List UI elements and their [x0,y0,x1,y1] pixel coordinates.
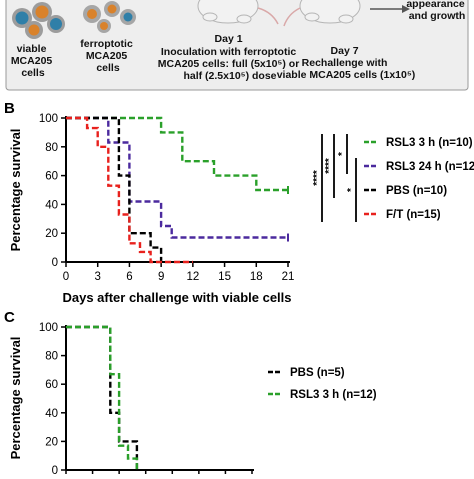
panel-c-series [66,325,139,470]
significance-label: * [346,188,357,192]
panel-c: C Percentage survival 0 20 40 60 80 100 PBS (… [4,309,377,477]
scheme-label-viable: viable MCA205 cells [11,43,55,79]
panel-b-y-title: Percentage survival [8,129,23,252]
legend-label: F/T (n=15) [386,209,441,221]
panel-a-scheme: viable MCA205 cells ferroptotic MCA205 c… [5,0,469,91]
legend-label: RSL3 3 h (n=10) [386,137,473,149]
scheme-label-ferroptotic: ferroptotic MCA205 cells [80,38,135,74]
panel-b-legend: RSL3 3 h (n=10) RSL3 24 h (n=12) PBS (n=10… [364,137,474,221]
scheme-background [5,0,469,91]
y-tick-label: 20 [45,228,58,240]
panel-b-axes: 0 20 40 60 80 100 0 3 6 9 12 15 18 21 [39,113,295,283]
panel-c-letter: C [4,309,15,326]
y-tick-label: 0 [52,257,58,269]
x-tick-label: 6 [126,271,132,283]
y-tick-label: 0 [52,465,58,474]
survival-curve-pbs [66,325,139,470]
y-tick-label: 80 [45,351,58,363]
y-tick-label: 40 [45,199,58,211]
x-tick-label: 12 [186,271,199,283]
mouse-icon [197,0,279,25]
mouse-icon [283,0,361,27]
x-tick-label: 18 [250,271,263,283]
survival-curve-rsl3-24h [66,116,288,239]
scheme-label-day1: Day 1 Inoculation with ferroptotic MCA20… [158,33,302,82]
y-tick-label: 100 [39,322,58,334]
survival-curve-ft [66,116,193,264]
panel-b: B Percentage survival Days after challen… [4,100,474,305]
y-tick-label: 40 [45,408,58,420]
x-tick-label: 21 [282,271,295,283]
y-tick-label: 60 [45,379,58,391]
panel-c-axes: 0 20 40 60 80 100 [39,322,254,477]
panel-c-y-title: Percentage survival [8,337,23,460]
x-tick-label: 9 [158,271,164,283]
survival-curve-rsl3-3h [66,116,288,192]
y-tick-label: 80 [45,142,58,154]
panel-b-series [66,116,289,264]
x-tick-label: 0 [63,271,69,283]
significance-label: **** [312,170,323,186]
legend-label: RSL3 3 h (n=12) [290,389,377,401]
y-tick-label: 60 [45,171,58,183]
scheme-label-outcome: appearance and growth [406,0,467,22]
panel-b-letter: B [4,100,15,117]
panel-b-significance: ********** [312,134,357,222]
scheme-label-day7: Day 7 Rechallenge with viable MCA205 cel… [277,45,416,81]
legend-label: RSL3 24 h (n=12) [386,161,474,173]
panel-c-legend: PBS (n=5) RSL3 3 h (n=12) [268,367,377,401]
legend-label: PBS (n=10) [386,185,447,197]
survival-curve-pbs [66,116,163,262]
x-tick-label: 3 [95,271,101,283]
significance-label: * [337,152,348,156]
significance-label: **** [324,158,335,174]
arrow-right-icon [370,5,410,13]
viable-cells-icon [12,2,65,39]
x-tick-label: 15 [218,271,231,283]
survival-curve-rsl3-3h [66,325,139,470]
ferroptotic-cells-icon [83,1,136,33]
legend-label: PBS (n=5) [290,367,345,379]
panel-b-x-title: Days after challenge with viable cells [62,290,291,305]
y-tick-label: 20 [45,436,58,448]
y-tick-label: 100 [39,113,58,125]
